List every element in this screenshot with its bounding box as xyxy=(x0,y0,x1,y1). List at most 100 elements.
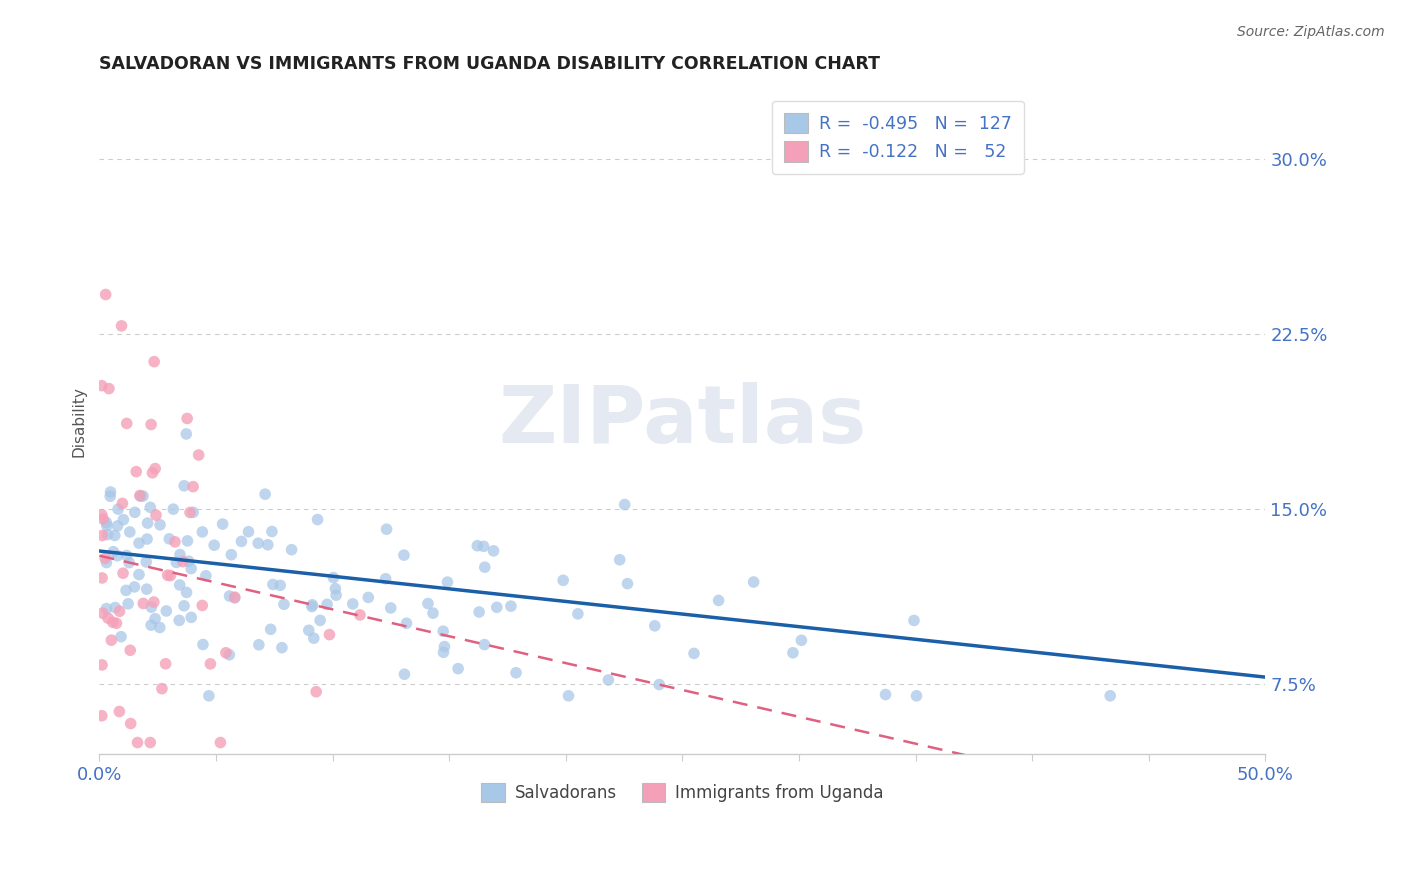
Point xyxy=(447,662,470,676)
Point xyxy=(432,624,454,639)
Point xyxy=(120,716,142,731)
Point xyxy=(132,489,155,503)
Point xyxy=(115,549,138,563)
Point xyxy=(224,590,246,604)
Point xyxy=(115,417,138,431)
Point xyxy=(94,287,117,301)
Point xyxy=(505,665,527,680)
Point xyxy=(167,613,190,627)
Point xyxy=(103,544,125,558)
Point xyxy=(395,616,418,631)
Point xyxy=(91,571,114,585)
Point xyxy=(145,508,167,523)
Point xyxy=(231,534,253,549)
Point xyxy=(141,600,163,615)
Point xyxy=(97,382,120,396)
Point xyxy=(648,677,671,691)
Point xyxy=(98,489,121,503)
Point xyxy=(256,538,278,552)
Point xyxy=(903,614,925,628)
Point xyxy=(97,527,120,541)
Point xyxy=(380,601,402,615)
Point xyxy=(143,354,166,368)
Point xyxy=(132,597,155,611)
Point xyxy=(875,688,897,702)
Point xyxy=(96,516,118,530)
Point xyxy=(179,506,201,520)
Point xyxy=(553,574,575,588)
Point xyxy=(142,595,165,609)
Point xyxy=(107,502,129,516)
Point xyxy=(173,599,195,613)
Point xyxy=(247,638,270,652)
Point xyxy=(118,556,141,570)
Point xyxy=(707,593,730,607)
Point xyxy=(176,533,198,548)
Text: ZIPatlas: ZIPatlas xyxy=(498,383,866,460)
Point xyxy=(392,548,415,562)
Point xyxy=(180,610,202,624)
Point xyxy=(143,612,166,626)
Point xyxy=(613,498,636,512)
Point xyxy=(433,640,456,654)
Point xyxy=(224,591,246,605)
Point xyxy=(260,524,283,539)
Point xyxy=(200,657,222,671)
Point xyxy=(139,417,162,432)
Point xyxy=(108,604,131,618)
Point xyxy=(307,512,329,526)
Point xyxy=(91,528,114,542)
Point xyxy=(609,553,631,567)
Point xyxy=(141,466,163,480)
Point xyxy=(790,633,813,648)
Point xyxy=(156,568,179,582)
Point xyxy=(96,601,118,615)
Point xyxy=(374,572,396,586)
Point xyxy=(169,578,191,592)
Point xyxy=(325,582,347,596)
Point xyxy=(135,555,157,569)
Point xyxy=(194,568,217,582)
Point xyxy=(159,568,181,582)
Point xyxy=(101,615,124,630)
Point xyxy=(128,536,150,550)
Point xyxy=(136,516,159,530)
Point xyxy=(115,583,138,598)
Point xyxy=(567,607,589,621)
Point xyxy=(135,582,157,596)
Point xyxy=(128,488,150,502)
Point xyxy=(191,599,214,613)
Point xyxy=(91,657,114,672)
Point xyxy=(316,598,339,612)
Point xyxy=(180,561,202,575)
Point xyxy=(557,689,579,703)
Y-axis label: Disability: Disability xyxy=(72,386,86,457)
Point xyxy=(181,505,204,519)
Point xyxy=(270,640,292,655)
Point xyxy=(436,575,458,590)
Point xyxy=(218,648,240,662)
Point xyxy=(416,597,439,611)
Point xyxy=(104,528,127,542)
Point xyxy=(309,613,332,627)
Point xyxy=(280,542,302,557)
Point xyxy=(110,318,132,333)
Point xyxy=(198,689,221,703)
Point xyxy=(322,571,344,585)
Point xyxy=(742,574,765,589)
Point xyxy=(118,524,141,539)
Point xyxy=(149,620,172,634)
Point xyxy=(172,555,194,569)
Point xyxy=(163,534,186,549)
Point xyxy=(105,549,128,563)
Point xyxy=(905,689,928,703)
Point xyxy=(105,616,128,631)
Point xyxy=(474,560,496,574)
Point xyxy=(104,600,127,615)
Point xyxy=(124,505,146,519)
Point xyxy=(112,513,135,527)
Point xyxy=(100,485,122,500)
Point xyxy=(318,627,340,641)
Point xyxy=(97,611,120,625)
Point xyxy=(150,681,173,696)
